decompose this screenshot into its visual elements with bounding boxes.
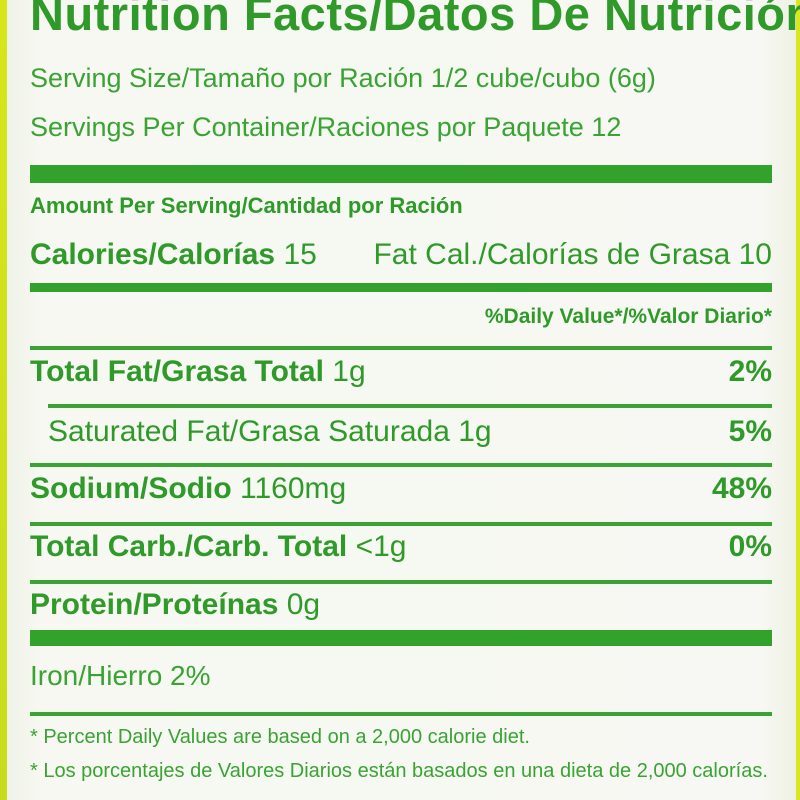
nutrient-amount: 0g xyxy=(286,588,321,621)
nutrient-daily-value: 2% xyxy=(728,355,772,388)
nutrient-amount: 1g xyxy=(332,355,366,388)
nutrient-amount: 1160mg xyxy=(240,472,347,505)
footnote-english: * Percent Daily Values are based on a 2,… xyxy=(30,726,530,748)
nutrient-row-total-fat: Total Fat/Grasa Total 1g 2% xyxy=(30,355,772,389)
nutrient-amount: 1g xyxy=(458,415,492,448)
fat-calories-value: 10 xyxy=(738,238,772,271)
calories-label: Calories/Calorías xyxy=(30,238,276,271)
row-divider xyxy=(30,712,772,716)
medium-divider xyxy=(30,283,772,292)
iron-row: Iron/Hierro 2% xyxy=(30,660,211,691)
row-divider xyxy=(30,522,772,526)
nutrient-daily-value: 48% xyxy=(711,472,772,505)
nutrient-cell: Total Fat/Grasa Total 1g xyxy=(30,355,366,389)
nutrient-cell: Total Carb./Carb. Total <1g xyxy=(30,530,406,564)
serving-size: Serving Size/Tamaño por Ración 1/2 cube/… xyxy=(30,63,656,93)
calories-row: Calories/Calorías 15 Fat Cal./Calorías d… xyxy=(30,238,772,272)
left-accent-strip xyxy=(0,0,7,800)
nutrient-row-sodium: Sodium/Sodio 1160mg 48% xyxy=(30,472,772,506)
nutrient-label: Total Fat/Grasa Total xyxy=(30,355,324,388)
servings-per-container: Servings Per Container/Raciones por Paqu… xyxy=(30,112,622,142)
calories-cell: Calories/Calorías 15 xyxy=(30,238,317,272)
nutrient-cell: Sodium/Sodio 1160mg xyxy=(30,472,346,506)
amount-per-serving-header: Amount Per Serving/Cantidad por Ración xyxy=(30,193,463,218)
nutrient-label: Sodium/Sodio xyxy=(30,472,232,505)
nutrient-label: Saturated Fat/Grasa Saturada xyxy=(48,415,450,448)
nutrient-daily-value: 5% xyxy=(728,415,772,448)
nutrient-daily-value: 0% xyxy=(728,530,772,563)
nutrient-row-total-carb: Total Carb./Carb. Total <1g 0% xyxy=(30,530,772,564)
label-title: Nutrition Facts/Datos De Nutrición xyxy=(30,0,800,40)
footnote-spanish: * Los porcentajes de Valores Diarios est… xyxy=(30,760,768,782)
fat-calories-cell: Fat Cal./Calorías de Grasa 10 xyxy=(373,238,772,272)
nutrient-label: Protein/Proteínas xyxy=(30,588,279,621)
row-divider xyxy=(48,404,772,408)
nutrient-row-protein: Protein/Proteínas 0g xyxy=(30,588,772,622)
row-divider xyxy=(30,463,772,467)
right-accent-strip xyxy=(796,0,800,800)
row-divider xyxy=(30,580,772,584)
nutrient-label: Total Carb./Carb. Total xyxy=(30,530,348,563)
nutrient-cell: Saturated Fat/Grasa Saturada 1g xyxy=(48,415,492,449)
nutrient-amount: <1g xyxy=(355,530,407,563)
daily-value-header: %Daily Value*/%Valor Diario* xyxy=(484,305,772,328)
medium-divider xyxy=(30,630,772,646)
calories-value: 15 xyxy=(283,238,317,271)
nutrient-cell: Protein/Proteínas 0g xyxy=(30,588,320,622)
fat-calories-label: Fat Cal./Calorías de Grasa xyxy=(373,238,731,271)
nutrient-row-saturated-fat: Saturated Fat/Grasa Saturada 1g 5% xyxy=(48,415,772,449)
row-divider xyxy=(30,346,772,350)
thick-divider xyxy=(30,165,772,183)
